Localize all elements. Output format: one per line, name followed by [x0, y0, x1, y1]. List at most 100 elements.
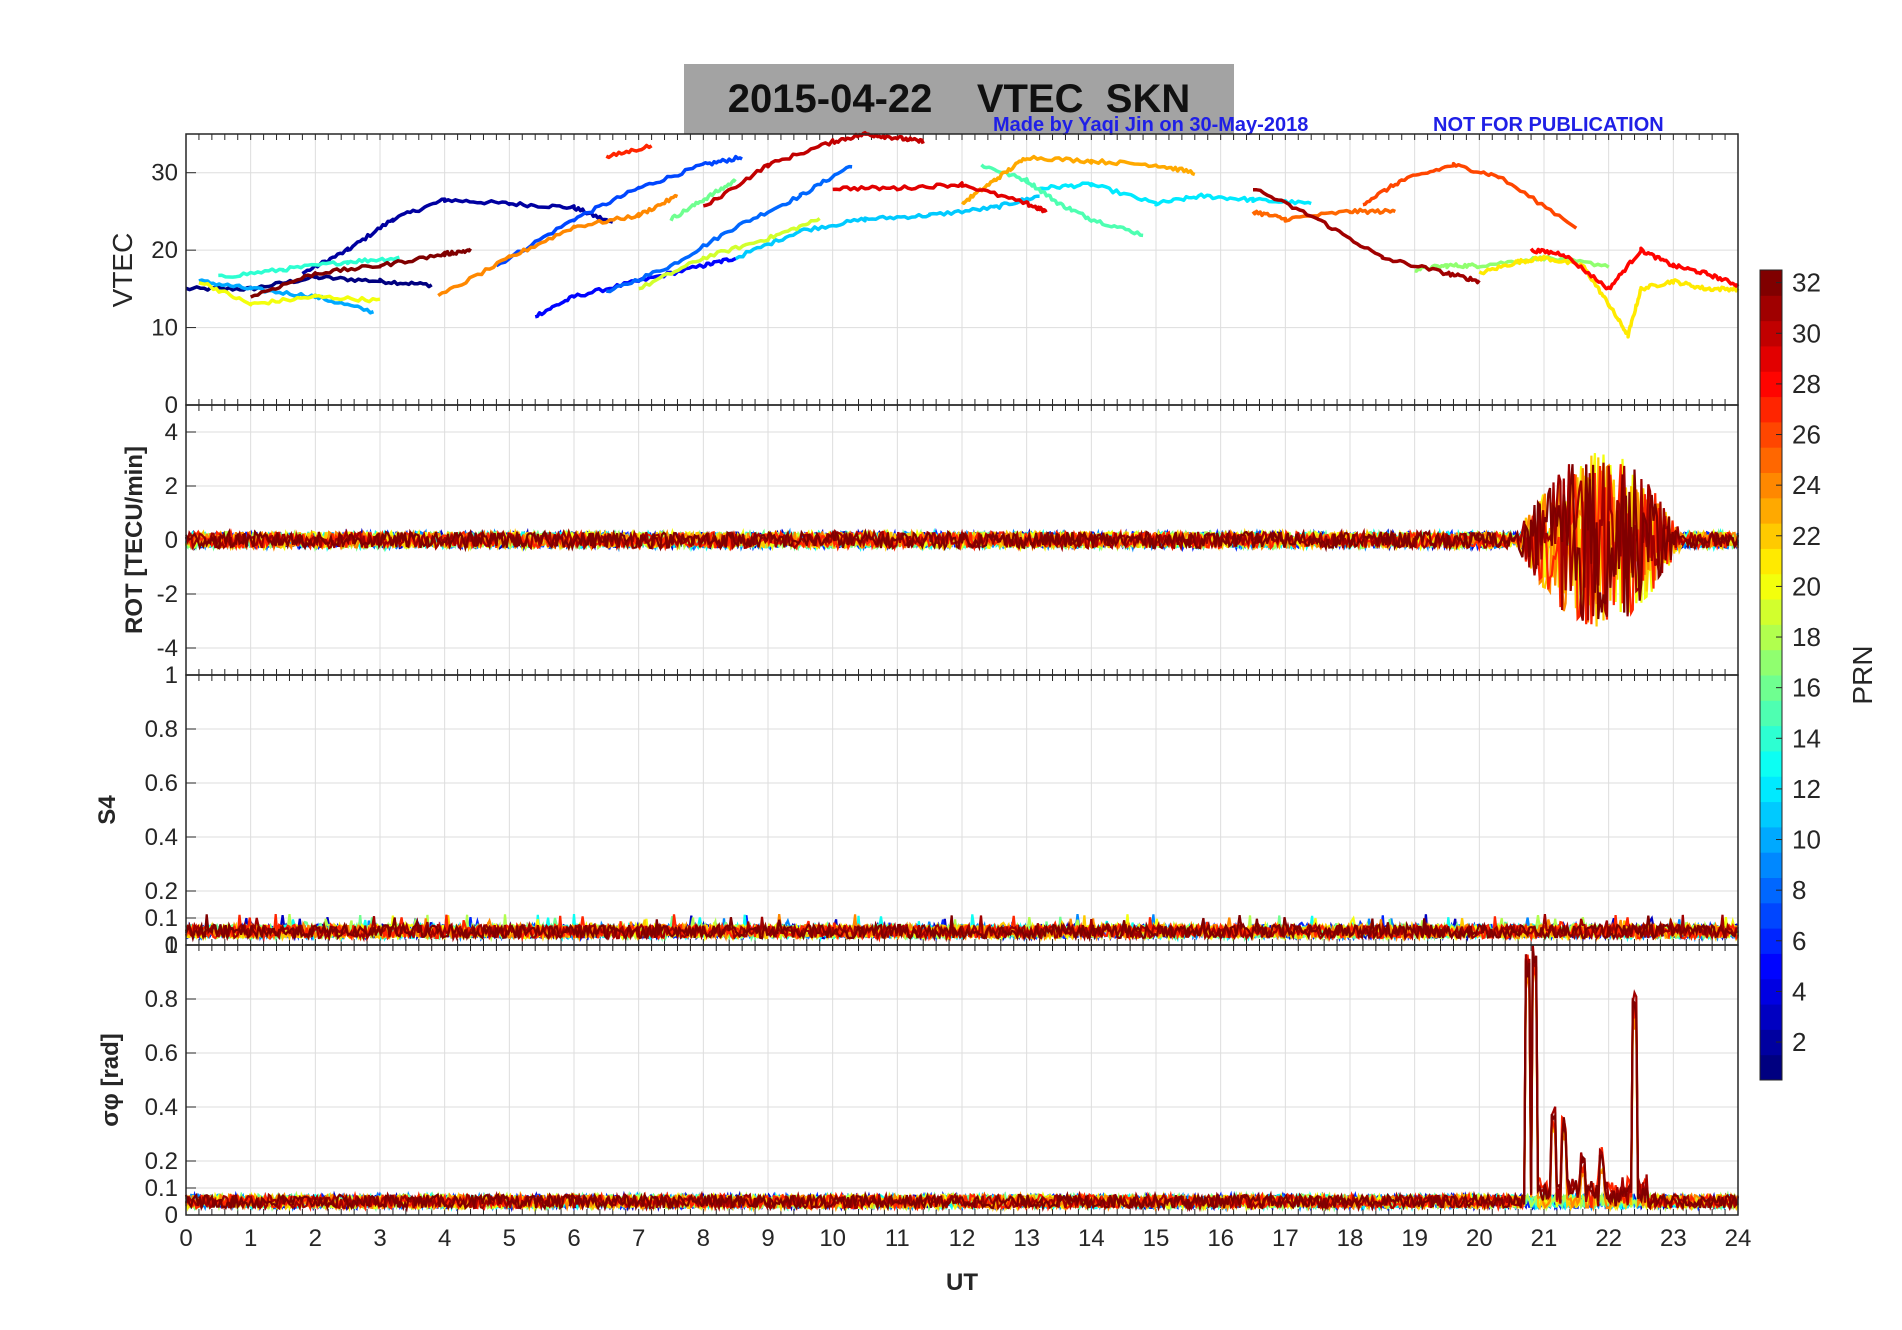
vtec-line-prn-5 — [534, 256, 737, 319]
colorbar-bin — [1760, 1004, 1782, 1030]
y-tick-label: 0 — [165, 527, 178, 554]
x-tick-label: 20 — [1466, 1225, 1493, 1252]
y-tick-label: 4 — [165, 419, 178, 446]
colorbar-bin — [1760, 801, 1782, 828]
colorbar-bin — [1760, 725, 1782, 752]
colorbar-tick-label: 24 — [1792, 470, 1821, 500]
x-tick-label: 10 — [819, 1225, 846, 1252]
vtec-line-prn-1 — [185, 274, 433, 292]
colorbar-tick-label: 28 — [1792, 369, 1821, 399]
x-axis-label: UT — [946, 1269, 978, 1296]
y-tick-label: 1 — [165, 662, 178, 689]
y-tick-label: 0 — [165, 932, 178, 959]
y-tick-label: -2 — [157, 581, 178, 608]
panel-sigma_phi — [184, 944, 1740, 1216]
y-tick-label: 20 — [151, 237, 178, 264]
x-tick-label: 17 — [1272, 1225, 1299, 1252]
x-tick-label: 5 — [503, 1225, 516, 1252]
series-rot-prn-32 — [185, 464, 1740, 621]
title-date: 2015-04-22 — [727, 76, 933, 121]
y-tick-label: -4 — [157, 635, 178, 662]
x-tick-label: 4 — [438, 1225, 451, 1252]
series-rot-prn-31 — [184, 462, 1739, 621]
vtec-line-prn-30 — [702, 130, 925, 208]
x-tick-label: 13 — [1013, 1225, 1040, 1252]
colorbar-tick-label: 8 — [1792, 875, 1806, 905]
x-tick-label: 23 — [1660, 1225, 1687, 1252]
colorbar-tick-label: 20 — [1792, 571, 1821, 601]
vtec-line-prn-12 — [1039, 181, 1312, 207]
colorbar-bin — [1760, 902, 1782, 929]
colorbar-label: PRN — [1847, 645, 1878, 704]
vtec-line-prn-25 — [1251, 207, 1397, 223]
colorbar-tick-label: 22 — [1792, 521, 1821, 551]
vtec-line-prn-31 — [1253, 188, 1481, 285]
colorbar-bin — [1760, 447, 1782, 473]
credit-made-by: Made by Yaqi Jin on 30-May-2018 — [993, 114, 1309, 136]
credit-notice: NOT FOR PUBLICATION — [1433, 114, 1664, 136]
colorbar-tick-label: 18 — [1792, 622, 1821, 652]
vtec-line-prn-16 — [669, 178, 737, 222]
y-tick-label: 0 — [165, 1202, 178, 1229]
y-label-s4: S4 — [94, 795, 121, 825]
y-tick-label: 0.4 — [145, 824, 178, 851]
y-tick-label: 0.1 — [145, 905, 178, 932]
colorbar-bin — [1760, 624, 1782, 651]
vtec-line-prn-11 — [734, 194, 1040, 261]
y-label-rot: ROT [TECU/min] — [121, 446, 148, 634]
x-tick-label: 19 — [1401, 1225, 1428, 1252]
chart-title: 2015-04-22 VTEC SKN — [684, 64, 1234, 134]
vtec-line-prn-26 — [1362, 161, 1578, 230]
colorbar-bin — [1760, 978, 1782, 1005]
x-tick-label: 21 — [1531, 1225, 1558, 1252]
x-tick-label: 2 — [309, 1225, 322, 1252]
vtec-line-prn-23 — [960, 154, 1196, 206]
colorbar-tick-label: 2 — [1792, 1027, 1806, 1057]
colorbar-tick-label: 26 — [1792, 420, 1821, 450]
x-tick-label: 7 — [632, 1225, 645, 1252]
y-tick-label: 0.4 — [145, 1094, 178, 1121]
x-tick-label: 8 — [697, 1225, 710, 1252]
x-tick-label: 15 — [1143, 1225, 1170, 1252]
x-tick-label: 22 — [1595, 1225, 1622, 1252]
x-tick-label: 12 — [949, 1225, 976, 1252]
vtec-line-prn-17 — [1414, 255, 1610, 273]
colorbar-bin — [1760, 345, 1782, 372]
series-s4-prn-32 — [185, 914, 1739, 943]
x-tick-label: 11 — [885, 1225, 910, 1252]
panel-s4 — [184, 674, 1740, 946]
colorbar-bin — [1760, 548, 1782, 575]
x-tick-label: 9 — [761, 1225, 774, 1252]
colorbar-bin — [1760, 270, 1782, 296]
vtec-line-prn-29 — [832, 181, 1048, 214]
colorbar-bin — [1760, 649, 1782, 676]
vtec-line-prn-32 — [249, 247, 472, 299]
vtec-line-prn-8 — [606, 164, 853, 294]
x-tick-label: 3 — [373, 1225, 386, 1252]
colorbar-bin — [1760, 371, 1782, 398]
vtec-line-prn-24 — [437, 193, 679, 298]
colorbar-tick-label: 6 — [1792, 926, 1806, 956]
y-tick-label: 0.1 — [145, 1175, 178, 1202]
panel-vtec — [185, 130, 1740, 406]
colorbar-bin — [1760, 953, 1782, 980]
colorbar-bin — [1760, 1054, 1782, 1081]
vtec-line-prn-28 — [1529, 246, 1740, 291]
colorbar-bin — [1760, 396, 1782, 423]
colorbar-tick-label: 16 — [1792, 673, 1821, 703]
y-tick-label: 10 — [151, 315, 178, 342]
vtec-line-prn-7 — [495, 154, 743, 268]
vtec-line-prn-10 — [198, 278, 375, 315]
colorbar-bin — [1760, 852, 1782, 878]
colorbar-tick-label: 14 — [1792, 723, 1821, 753]
colorbar-bin — [1760, 750, 1782, 777]
x-tick-label: 24 — [1725, 1225, 1752, 1252]
colorbar-bin — [1760, 776, 1782, 803]
colorbar-bin — [1760, 877, 1782, 904]
y-tick-label: 0.2 — [145, 1148, 178, 1175]
colorbar-bin — [1760, 928, 1782, 954]
x-tick-label: 1 — [244, 1225, 257, 1252]
y-tick-label: 30 — [151, 160, 178, 187]
vtec-line-prn-15 — [980, 163, 1144, 238]
